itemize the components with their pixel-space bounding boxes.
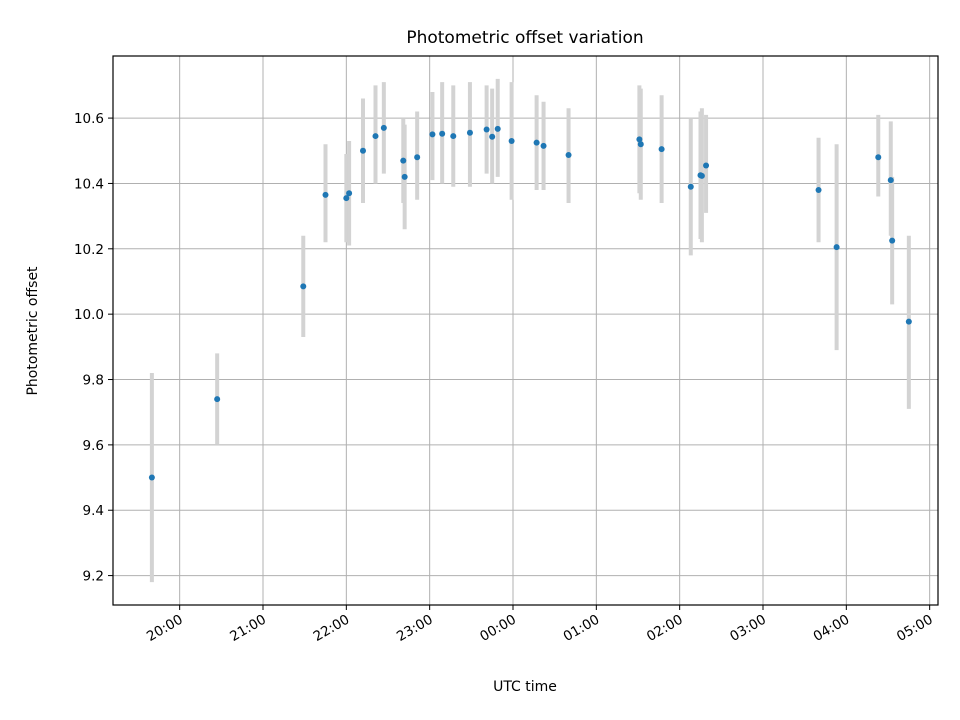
data-point [687,183,694,190]
x-tick-label: 22:00 [311,612,353,645]
data-point [401,173,408,180]
data-point [214,396,221,403]
data-point [533,139,540,146]
data-point [380,124,387,131]
y-tick-label: 10.0 [74,307,104,323]
data-point [414,154,421,161]
y-tick-label: 9.8 [83,373,104,389]
y-tick-label: 9.4 [83,503,104,519]
data-point [483,126,490,133]
y-axis-label: Photometric offset [25,266,41,396]
y-tick-label: 10.2 [74,242,104,258]
x-tick-label: 21:00 [227,612,269,645]
x-tick-label: 20:00 [144,612,186,645]
data-point [360,147,366,154]
data-point [429,131,436,138]
error-bars [149,78,911,583]
data-point [703,162,710,169]
data-point [540,142,547,149]
x-tick-label: 04:00 [811,612,853,645]
data-point [148,474,155,481]
plot-frame [112,55,939,606]
data-point [887,177,894,184]
y-tick-label: 9.6 [83,438,104,454]
data-point [565,152,572,159]
y-tick-label: 10.6 [74,111,104,127]
x-tick-label: 05:00 [894,612,936,645]
data-point [322,191,329,198]
data-point [658,146,665,153]
x-tick-label: 02:00 [644,612,686,645]
x-tick-label: 00:00 [477,612,519,645]
grid [113,56,938,605]
x-tick-label: 23:00 [394,612,436,645]
data-point [343,195,350,202]
data-point [466,129,473,136]
data-point [439,130,446,137]
y-tick-label: 9.2 [83,569,104,585]
data-point [875,154,882,161]
data-point [450,133,457,140]
chart-title: Photometric offset variation [406,28,643,48]
data-point [833,244,840,251]
data-point [489,133,496,140]
x-axis-label: UTC time [493,679,557,695]
data-points [148,124,912,481]
data-point [372,133,379,140]
data-point [889,237,896,244]
data-point [637,141,644,148]
data-point [400,157,407,164]
data-point [508,137,515,144]
x-tick-label: 03:00 [727,612,769,645]
data-point [494,125,501,132]
data-point [698,172,705,179]
y-axis-ticks: 9.2 9.4 9.6 9.8 10.0 10.2 10.4 10.6 [74,111,113,585]
data-point [300,283,307,290]
data-point [636,136,643,143]
data-point [346,190,353,197]
data-point [905,318,912,325]
x-axis-ticks: 20:00 21:00 22:00 23:00 00:00 01:00 02:00 03:00… [144,605,936,645]
y-tick-label: 10.4 [74,176,104,192]
x-tick-label: 01:00 [561,612,603,645]
data-point [815,186,822,193]
